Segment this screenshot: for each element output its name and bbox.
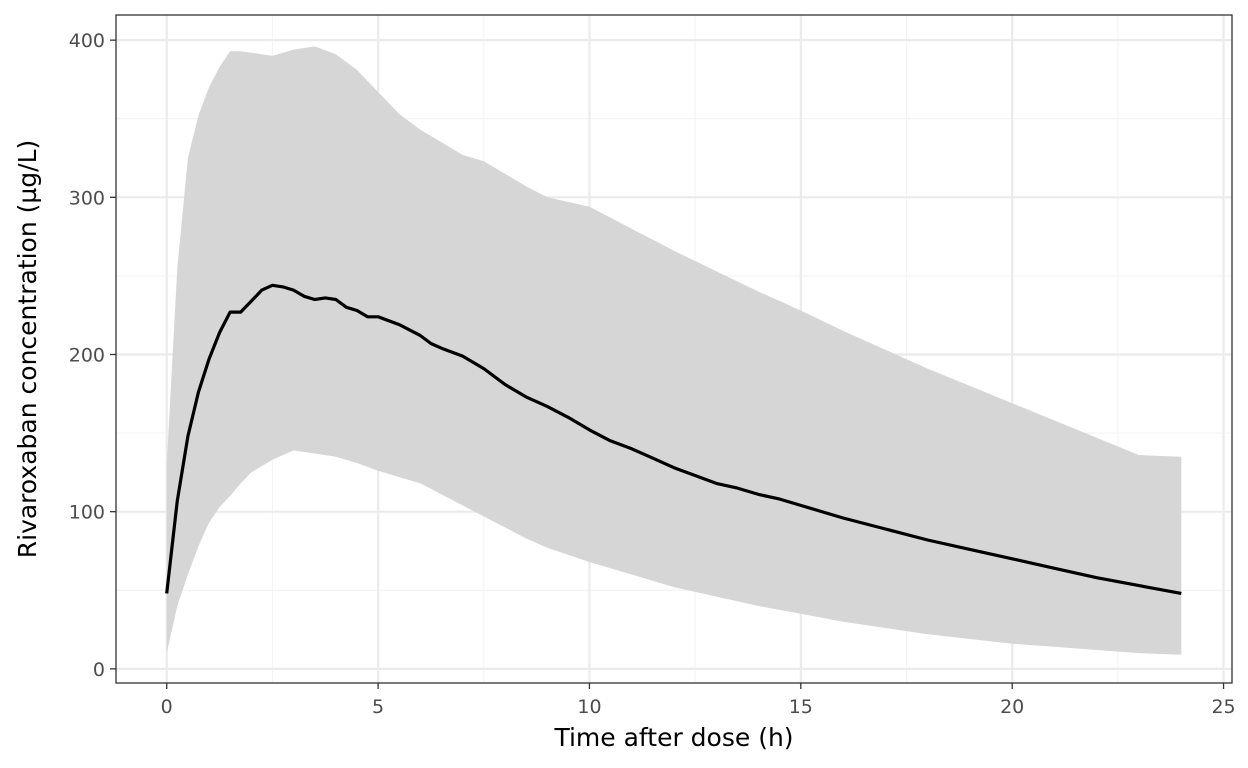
- y-tick-label: 100: [69, 502, 105, 524]
- y-tick-label: 0: [93, 659, 105, 681]
- y-axis: 0 100 200 300 400: [69, 30, 116, 681]
- x-axis: 0 5 10 15 20 25: [161, 683, 1236, 718]
- panel-border: [115, 14, 1233, 684]
- y-tick-label: 300: [69, 187, 105, 209]
- x-tick-label: 0: [161, 696, 173, 718]
- median-line: [165, 283, 1182, 595]
- confidence-band: [166, 46, 1182, 655]
- x-axis-title: Time after dose (h): [553, 723, 793, 752]
- x-tick-label: 10: [577, 696, 601, 718]
- x-tick-label: 5: [372, 696, 384, 718]
- x-tick-label: 15: [789, 696, 813, 718]
- x-tick-label: 20: [1000, 696, 1024, 718]
- x-tick-label: 25: [1211, 696, 1235, 718]
- y-axis-title: Rivaroxaban concentration (µg/L): [13, 140, 42, 559]
- y-tick-label: 400: [69, 30, 105, 52]
- y-tick-label: 200: [69, 345, 105, 367]
